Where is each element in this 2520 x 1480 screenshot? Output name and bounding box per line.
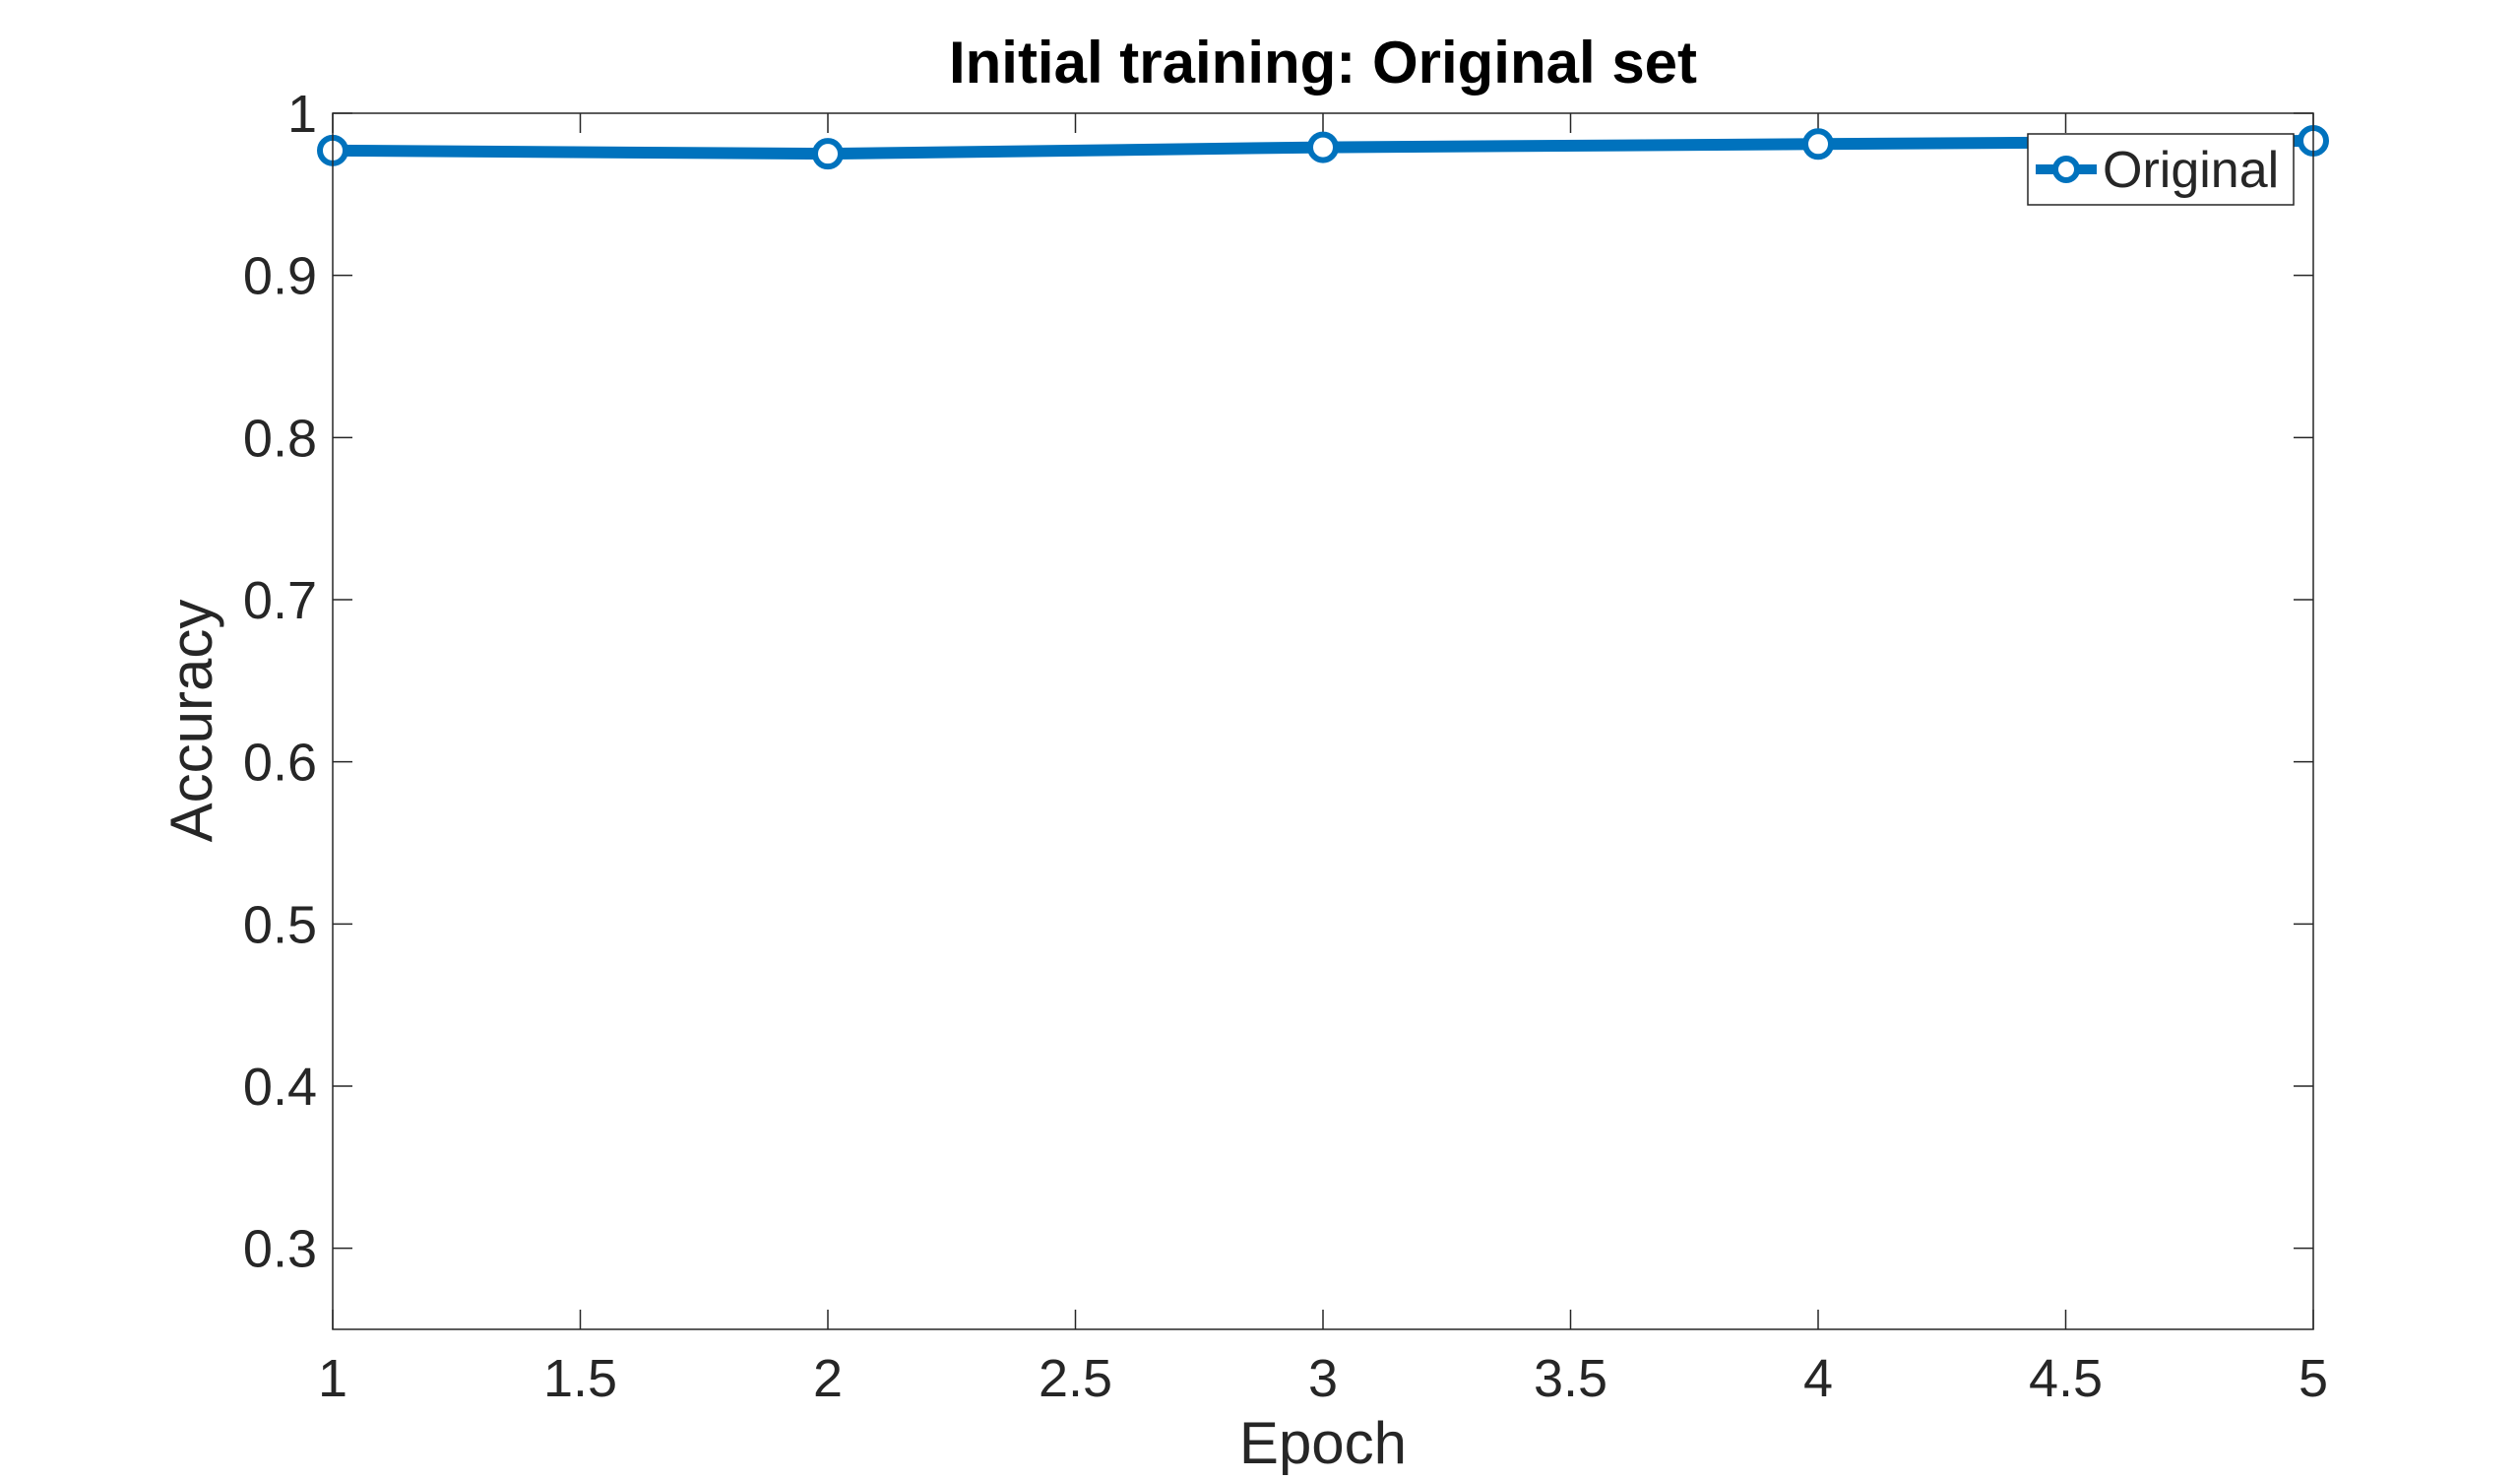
plot-area	[333, 113, 2313, 1329]
data-point-original	[1802, 128, 1834, 161]
y-axis-label: Accuracy	[158, 600, 224, 843]
x-tick-label: 4.5	[2029, 1349, 2103, 1408]
data-point-original	[812, 138, 844, 170]
data-point-original	[1307, 131, 1339, 163]
legend: Original	[2027, 133, 2295, 206]
y-tick-label: 0.5	[243, 895, 317, 954]
x-tick-label: 2.5	[1039, 1349, 1112, 1408]
y-tick-label: 0.3	[243, 1220, 317, 1279]
x-tick-label: 1	[318, 1349, 347, 1408]
x-tick-label: 5	[2299, 1349, 2328, 1408]
y-tick-label: 1	[287, 85, 317, 144]
x-tick-label: 1.5	[543, 1349, 617, 1408]
legend-marker-original	[2052, 156, 2080, 183]
chart-title: Initial training: Original set	[949, 30, 1697, 96]
x-axis-label: Epoch	[1239, 1410, 1407, 1475]
y-tick-label: 0.8	[243, 409, 317, 468]
y-tick-label: 0.7	[243, 571, 317, 630]
x-tick-label: 4	[1803, 1349, 1833, 1408]
x-tick-label: 3.5	[1534, 1349, 1607, 1408]
x-tick-label: 2	[813, 1349, 843, 1408]
ticks-layer: 1 1.5 2 2.5 3 3.5 4 4.5 5 0.3 0.4 0.5 0.6 0.7 0.8 0.9 1	[243, 85, 2328, 1408]
legend-label-original: Original	[2103, 142, 2279, 199]
y-tick-label: 0.9	[243, 247, 317, 306]
y-tick-label: 0.6	[243, 734, 317, 793]
y-tick-label: 0.4	[243, 1058, 317, 1117]
axes-box	[332, 112, 2314, 1330]
x-tick-label: 3	[1308, 1349, 1338, 1408]
